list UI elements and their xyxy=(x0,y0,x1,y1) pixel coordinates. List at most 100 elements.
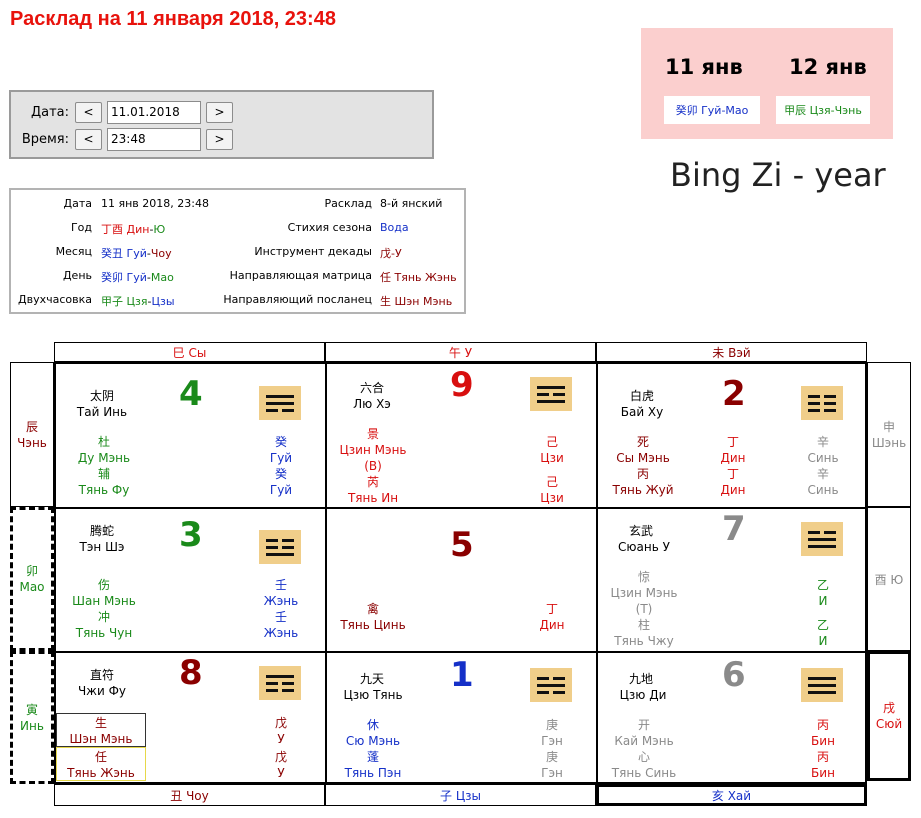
info-key: Инструмент декады xyxy=(254,245,372,258)
year-label: Bing Zi - year xyxy=(670,156,886,194)
door-name: Шэн Мэнь xyxy=(69,732,133,746)
palace-number: 5 xyxy=(450,525,474,565)
stem-name: Цзи xyxy=(540,491,564,505)
day-title: 11 янв xyxy=(665,55,743,79)
palace-6[interactable]: 九地 Цзю Ди 6 开 Кай Мэнь 心 Тянь Синь 丙 Бин… xyxy=(596,651,867,784)
info-key: Направляющая матрица xyxy=(229,269,372,282)
date-next-button[interactable]: > xyxy=(206,101,233,123)
palace-8[interactable]: 直符 Чжи Фу 8 生 Шэн Мэнь 任 Тянь Жэнь 戊 У 戊… xyxy=(54,651,327,784)
branch-left-chen: 辰 Чэнь xyxy=(10,362,54,507)
door-name: Ду Мэнь xyxy=(77,451,131,465)
time-prev-button[interactable]: < xyxy=(75,128,102,150)
star-hanzi: 禽 xyxy=(366,602,379,616)
branch-right-you: 酉 Ю xyxy=(867,507,911,651)
stem-name: Цзи xyxy=(540,451,564,465)
star-name: Тянь Пэн xyxy=(344,766,402,780)
palace-7[interactable]: 玄武 Сюань У 7 惊 Цзин Мэнь (Т) 柱 Тянь Чжу … xyxy=(596,507,867,653)
spirit-hanzi: 九天 xyxy=(359,672,384,686)
time-input[interactable] xyxy=(107,127,201,151)
stem-hanzi: 丁 xyxy=(545,602,558,616)
page-title: Расклад на 11 января 2018, 23:48 xyxy=(10,8,336,30)
branch-bottom-chou: 丑 Чоу xyxy=(54,784,325,806)
stem-hanzi: 丁 xyxy=(726,467,739,481)
palace-1[interactable]: 九天 Цзю Тянь 1 休 Сю Мэнь 蓬 Тянь Пэн 庚 Гэн… xyxy=(325,651,598,784)
palace-2[interactable]: 白虎 Бай Ху 2 死 Сы Мэнь 丙 Тянь Жуй 丁 Дин 丁… xyxy=(596,362,867,509)
palace-number: 3 xyxy=(179,515,203,555)
info-value: 8-й янский xyxy=(380,197,443,210)
star-hanzi: 柱 xyxy=(637,618,650,632)
info-value: Вода xyxy=(380,221,409,234)
stem-hanzi: 丁 xyxy=(726,435,739,449)
spirit-name: Сюань У xyxy=(618,540,670,554)
info-key: Год xyxy=(70,221,92,234)
palace-number: 2 xyxy=(722,374,746,414)
door-hanzi: 伤 xyxy=(97,578,110,592)
branch-right-shen: 申 Шэнь xyxy=(867,362,911,507)
branch-top-wei: 未 Вэй xyxy=(596,342,867,362)
palace-3[interactable]: 腾蛇 Тэн Шэ 3 伤 Шан Мэнь 冲 Тянь Чун 壬 Жэнь… xyxy=(54,507,327,653)
star-name: Тянь Фу xyxy=(78,483,130,497)
door-hanzi: 开 xyxy=(637,718,650,732)
branch-bottom-hai: 亥 Хай xyxy=(596,784,867,806)
stem-name: Дин xyxy=(539,618,565,632)
date-prev-button[interactable]: < xyxy=(75,101,102,123)
door-box: 生 Шэн Мэнь xyxy=(56,713,146,747)
stem-name: Гэн xyxy=(541,734,563,748)
info-value: 甲子 Цзя-Цзы xyxy=(101,295,175,308)
spirit-name: Лю Хэ xyxy=(353,397,391,411)
stem-hanzi: 壬 xyxy=(274,578,287,592)
branch-top-si: 巳 Сы xyxy=(54,342,325,362)
date-label: Дата: xyxy=(30,104,69,120)
stem-name: Жэнь xyxy=(263,594,299,608)
spirit-name: Бай Ху xyxy=(620,405,664,419)
stem-hanzi: 丙 xyxy=(816,750,829,764)
day-pillar[interactable]: 癸卯 Гуй-Мао xyxy=(664,96,760,124)
door-name: Цзин Мэнь xyxy=(339,443,407,457)
door-hanzi: 生 xyxy=(94,716,107,730)
stem-hanzi: 癸 xyxy=(274,435,287,449)
star-hanzi: 冲 xyxy=(97,610,110,624)
stem-name: Бин xyxy=(811,766,835,780)
door-hanzi: 景 xyxy=(366,427,379,441)
branch-left-yin: 寅 Инь xyxy=(10,651,54,784)
star-name: Тянь Ин xyxy=(347,491,399,505)
stem-hanzi: 戊 xyxy=(274,716,287,730)
stem-name: Гэн xyxy=(541,766,563,780)
palace-9[interactable]: 六合 Лю Хэ 9 景 Цзин Мэнь (В) 芮 Тянь Ин 己 Ц… xyxy=(325,362,598,509)
days-panel: 11 янв 12 янв 癸卯 Гуй-Мао 甲辰 Цзя-Чэнь xyxy=(641,28,893,139)
door-name: Шан Мэнь xyxy=(72,594,136,608)
star-hanzi: 芮 xyxy=(366,475,379,489)
day-stem-hanzi: 甲辰 xyxy=(784,104,807,117)
info-key: Направляющий посланец xyxy=(223,293,372,306)
spirit-name: Тай Инь xyxy=(76,405,128,419)
spirit-name: Чжи Фу xyxy=(77,684,127,698)
star-name: Тянь Жуй xyxy=(612,483,674,497)
day-pillar[interactable]: 甲辰 Цзя-Чэнь xyxy=(776,96,870,124)
info-value: 癸丑 Гуй-Чоу xyxy=(101,247,172,260)
info-key: Стихия сезона xyxy=(287,221,372,234)
info-value: 生 Шэн Мэнь xyxy=(380,295,453,308)
star-box: 任 Тянь Жэнь xyxy=(56,747,146,781)
time-next-button[interactable]: > xyxy=(206,128,233,150)
stem-hanzi: 戊 xyxy=(274,750,287,764)
palace-4[interactable]: 太阴 Тай Инь 4 杜 Ду Мэнь 辅 Тянь Фу 癸 Гуй 癸… xyxy=(54,362,327,509)
door-hanzi: 死 xyxy=(636,435,649,449)
stem-hanzi: 壬 xyxy=(274,610,287,624)
stem-hanzi: 己 xyxy=(545,475,558,489)
branch-bottom-zi: 子 Цзы xyxy=(325,784,596,806)
palace-5[interactable]: 5 禽 Тянь Цинь 丁 Дин xyxy=(325,507,598,653)
li-icon xyxy=(530,377,572,411)
spirit-hanzi: 玄武 xyxy=(628,524,653,538)
stem-hanzi: 庚 xyxy=(545,750,558,764)
stem-hanzi: 庚 xyxy=(545,718,558,732)
stem-hanzi: 辛 xyxy=(816,435,829,449)
stem-name: У xyxy=(277,766,285,780)
date-input[interactable] xyxy=(107,100,201,124)
info-value: 戊-У xyxy=(380,247,402,260)
star-hanzi: 辅 xyxy=(97,467,110,481)
stem-hanzi: 辛 xyxy=(816,467,829,481)
spirit-hanzi: 白虎 xyxy=(629,389,654,403)
info-value: 癸卯 Гуй-Мао xyxy=(101,271,174,284)
door-name: Сы Мэнь xyxy=(616,451,670,465)
branch-right-xu: 戌 Сюй xyxy=(867,651,911,781)
